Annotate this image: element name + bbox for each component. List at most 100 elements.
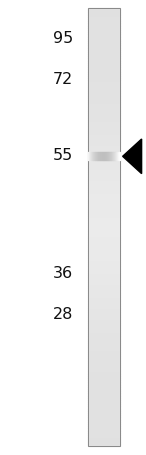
Bar <box>115 153 116 161</box>
Bar <box>88 369 120 372</box>
Bar <box>88 186 120 188</box>
Bar <box>88 51 120 53</box>
Bar <box>88 337 120 339</box>
Bar <box>88 184 120 186</box>
Bar <box>88 298 120 299</box>
Bar <box>88 396 120 398</box>
Bar <box>88 37 120 40</box>
Bar <box>105 153 106 161</box>
Bar <box>88 365 120 367</box>
Bar <box>88 177 120 179</box>
Bar <box>88 321 120 324</box>
Bar <box>88 201 120 203</box>
Bar <box>88 77 120 79</box>
Bar <box>88 157 120 160</box>
Bar <box>88 40 120 42</box>
Bar <box>88 188 120 190</box>
Bar <box>88 345 120 348</box>
Bar <box>88 367 120 369</box>
Bar <box>111 153 112 161</box>
Bar <box>92 153 93 161</box>
Bar <box>88 160 120 162</box>
Bar <box>88 350 120 352</box>
Bar <box>88 254 120 256</box>
Bar <box>89 153 90 161</box>
Bar <box>88 394 120 396</box>
Bar <box>88 131 120 134</box>
Bar <box>88 378 120 380</box>
Bar <box>88 15 120 18</box>
Bar <box>88 96 120 99</box>
Bar <box>88 20 120 22</box>
Bar <box>88 151 120 153</box>
Bar <box>88 232 120 234</box>
Bar <box>88 68 120 70</box>
Bar <box>88 171 120 173</box>
Bar <box>88 444 120 446</box>
Bar <box>88 129 120 131</box>
Bar <box>93 153 94 161</box>
Bar <box>88 81 120 83</box>
Bar <box>88 383 120 385</box>
Polygon shape <box>123 140 142 174</box>
Bar <box>88 267 120 269</box>
Bar <box>88 299 120 302</box>
Bar <box>88 315 120 317</box>
Bar <box>96 153 97 161</box>
Bar <box>88 334 120 337</box>
Bar <box>104 153 105 161</box>
Bar <box>117 153 118 161</box>
Bar <box>88 385 120 387</box>
Bar <box>88 90 120 92</box>
Bar <box>94 153 95 161</box>
Bar <box>88 407 120 409</box>
Bar <box>88 310 120 313</box>
Bar <box>88 83 120 86</box>
Bar <box>88 271 120 273</box>
Bar <box>88 156 120 157</box>
Bar <box>88 107 120 110</box>
Bar <box>88 61 120 64</box>
Bar <box>88 363 120 365</box>
Bar <box>88 55 120 57</box>
Bar <box>88 374 120 376</box>
Bar <box>88 221 120 223</box>
Bar <box>90 153 91 161</box>
Bar <box>88 437 120 440</box>
Bar <box>88 236 120 238</box>
Bar <box>88 389 120 391</box>
Bar <box>88 64 120 66</box>
Bar <box>88 372 120 374</box>
Bar <box>88 234 120 236</box>
Bar <box>88 352 120 354</box>
Bar <box>88 238 120 241</box>
Bar <box>97 153 98 161</box>
Bar <box>88 217 120 219</box>
Bar <box>88 317 120 319</box>
Bar <box>88 192 120 195</box>
Bar <box>88 343 120 345</box>
Bar <box>88 94 120 96</box>
Bar <box>88 179 120 182</box>
Bar <box>88 319 120 321</box>
Bar <box>88 324 120 326</box>
Bar <box>88 376 120 378</box>
Bar <box>88 430 120 433</box>
Bar <box>88 356 120 359</box>
Bar <box>88 86 120 88</box>
Bar <box>88 26 120 29</box>
Bar <box>88 284 120 287</box>
Bar <box>88 440 120 441</box>
Bar <box>88 164 120 167</box>
Bar <box>88 147 120 149</box>
Bar <box>88 199 120 201</box>
Bar <box>88 195 120 197</box>
Bar <box>88 140 120 142</box>
Bar <box>88 208 120 210</box>
Bar <box>88 44 120 46</box>
Bar <box>88 260 120 263</box>
Bar <box>88 66 120 68</box>
Bar <box>88 380 120 383</box>
Bar <box>88 105 120 107</box>
Bar <box>88 330 120 332</box>
